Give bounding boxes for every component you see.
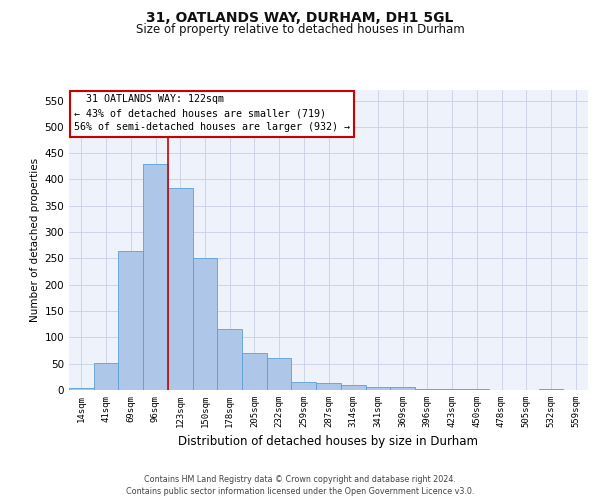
Text: 31, OATLANDS WAY, DURHAM, DH1 5GL: 31, OATLANDS WAY, DURHAM, DH1 5GL (146, 10, 454, 24)
Bar (341, 384, 365, 390)
Text: Size of property relative to detached houses in Durham: Size of property relative to detached ho… (136, 24, 464, 36)
Bar (415, 389, 440, 390)
Text: 31 OATLANDS WAY: 122sqm
← 43% of detached houses are smaller (719)
56% of semi-d: 31 OATLANDS WAY: 122sqm ← 43% of detache… (74, 94, 350, 132)
Text: Contains public sector information licensed under the Open Government Licence v3: Contains public sector information licen… (126, 486, 474, 496)
Bar (365, 387, 390, 390)
Bar (316, 383, 341, 390)
Text: Contains HM Land Registry data © Crown copyright and database right 2024.: Contains HM Land Registry data © Crown c… (144, 474, 456, 484)
Bar (217, 330, 242, 390)
Bar (168, 188, 193, 390)
X-axis label: Distribution of detached houses by size in Durham: Distribution of detached houses by size … (179, 436, 479, 448)
Bar (118, 250, 143, 390)
Bar (143, 164, 168, 390)
Bar (69, 388, 94, 390)
Y-axis label: Number of detached properties: Number of detached properties (30, 158, 40, 322)
Bar (267, 358, 292, 390)
Bar (390, 388, 415, 390)
Bar (292, 382, 316, 390)
Bar (94, 362, 118, 390)
Bar (193, 258, 217, 390)
Bar (242, 352, 267, 390)
